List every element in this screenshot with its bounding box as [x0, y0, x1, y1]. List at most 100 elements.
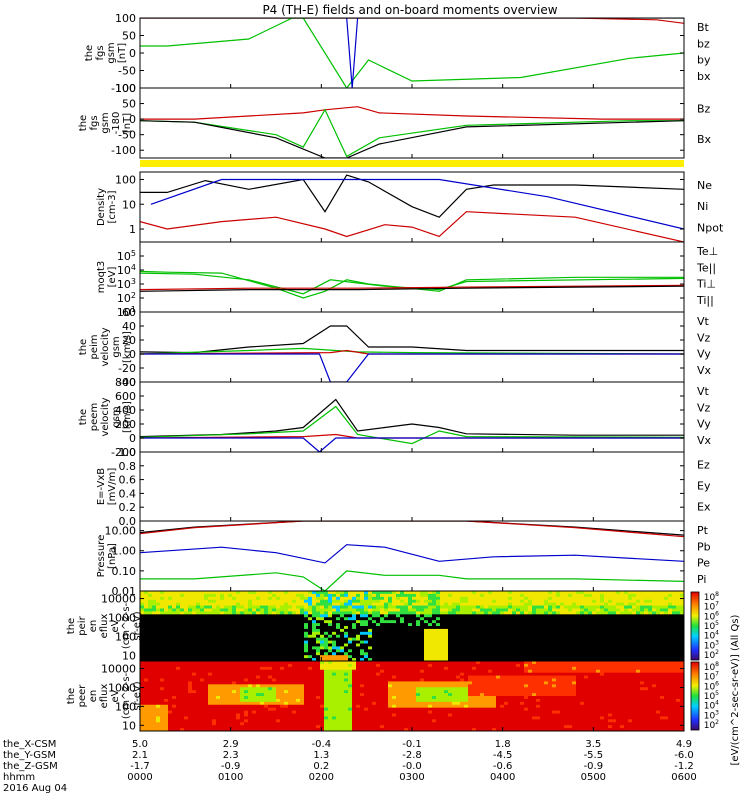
- x-row-value: -1.2: [674, 761, 694, 772]
- x-row-value: 0100: [218, 772, 243, 783]
- x-row-label: the_Y-GSM: [3, 750, 56, 761]
- y-axis-label: thefgsgsm[nT]: [84, 42, 128, 63]
- legend-Ti||: Ti||: [696, 294, 714, 307]
- legend-Ni: Ni: [697, 200, 708, 213]
- data-availability-bar: [140, 160, 684, 167]
- series-group: [140, 325, 684, 382]
- colorbar-tick-label: 103: [704, 709, 719, 721]
- y-axis-label-line: E=-VxB: [96, 468, 107, 505]
- y-axis-label-line: moqt3: [96, 261, 107, 294]
- colorbar-tick-label: 103: [704, 639, 719, 651]
- legend-Vy: Vy: [697, 348, 711, 361]
- heatmap-cells: [140, 661, 684, 731]
- y-tick-label: -20: [118, 362, 136, 375]
- x-axis-labels: the_X-CSM 5.0 2.9 -0.4 -0.1 1.8 3.5 4.9 the_Y-GS…: [3, 739, 697, 794]
- legend-Ey: Ey: [697, 480, 711, 493]
- series-line-Bx: [140, 108, 684, 158]
- y-axis-label-line: [km/s]: [122, 401, 133, 433]
- y-tick-label: -50: [118, 129, 136, 142]
- y-tick-label: 600: [115, 390, 136, 403]
- y-axis-label: thepeerenefluxeV(cm^2-s-sr-eV): [66, 672, 143, 719]
- legend-Bz: Bz: [697, 102, 711, 115]
- series-line-Vy: [140, 347, 684, 355]
- series-line-Ni: [140, 174, 684, 218]
- y-tick-label: 1.0: [119, 446, 137, 459]
- y-tick-label: 0: [129, 113, 136, 126]
- series-line-bx: [346, 18, 359, 88]
- y-tick-label: 800: [115, 376, 136, 389]
- y-axis-label-line: [cm-3]: [107, 190, 118, 223]
- y-tick-label: 0.01: [112, 585, 137, 598]
- x-row-value: 3.5: [585, 739, 601, 750]
- series-line-Pe: [140, 570, 684, 591]
- y-tick-label: 10: [122, 719, 136, 732]
- y-tick-label: 0: [129, 348, 136, 361]
- y-tick-label: 10000: [101, 593, 136, 606]
- y-tick-label: 103: [117, 277, 136, 291]
- x-row-value: -0.6: [493, 761, 513, 772]
- y-axis-label-line: the: [78, 409, 89, 425]
- y-axis-label: thepeemvelocitygsm[km/s]: [78, 397, 133, 436]
- y-tick-label: 10000: [101, 663, 136, 676]
- legend-Pb: Pb: [697, 540, 711, 553]
- x-row-value: -0.0: [402, 761, 422, 772]
- colorbar-tick-label: 102: [704, 719, 719, 731]
- y-tick-label: 104: [117, 263, 136, 277]
- colorbar-tick-label: 104: [704, 700, 719, 712]
- y-axis-label-line: (cm^2-s-: [121, 602, 132, 649]
- y-tick-label: 100: [115, 82, 136, 95]
- y-axis-label-line: [nPa]: [107, 543, 118, 569]
- y-axis-label-line: Density: [96, 188, 107, 226]
- y-axis-label-line: Pressure: [96, 535, 107, 578]
- panel-frame: [139, 381, 685, 453]
- y-axis-label-line: fgs: [95, 45, 106, 60]
- y-tick-label: 1: [129, 223, 136, 236]
- legend-Vz: Vz: [697, 331, 711, 344]
- series-line-Npot: [150, 178, 684, 230]
- y-tick-label: 1000: [108, 611, 136, 624]
- series-line-Pb: [140, 521, 684, 538]
- panel-1: 100 50 0 -50 -100 thefgsgsm[nT] Bt bz by bx: [84, 12, 711, 95]
- y-axis-label-line: eV: [110, 619, 121, 632]
- series-line-Vy: [140, 405, 684, 445]
- x-row-value: 5.0: [132, 739, 148, 750]
- colorbar-tick-label: 106: [704, 680, 719, 692]
- y-axis-label-line: peim: [89, 334, 100, 359]
- x-row-value: 1.3: [313, 750, 329, 761]
- y-tick-label: 0.10: [112, 565, 137, 578]
- x-row-label: the_X-CSM: [3, 739, 56, 750]
- legend-Ti⊥: Ti⊥: [696, 278, 716, 291]
- x-row-value: 2.3: [223, 750, 239, 761]
- legend-Bx: Bx: [697, 133, 712, 146]
- legend-Bt: Bt: [697, 21, 710, 34]
- x-row-value: 2.1: [132, 750, 148, 761]
- series-line-Vt: [140, 325, 684, 354]
- panel-9: 10000100010010thepeirenefluxeV(cm^2-s-sr…: [66, 590, 685, 662]
- y-tick-label: 0.4: [119, 487, 137, 500]
- heatmap-cells: [140, 591, 684, 661]
- y-tick-label: 400: [115, 404, 136, 417]
- legend-Pt: Pt: [697, 524, 709, 537]
- x-row-value: -6.0: [674, 750, 694, 761]
- x-row-value: -0.9: [221, 761, 241, 772]
- x-row-value: 0200: [309, 772, 334, 783]
- series-line-Ne: [140, 211, 684, 242]
- legend-Vt: Vt: [697, 315, 710, 328]
- y-axis-label-line: the: [84, 45, 95, 61]
- x-row-value: -2.8: [402, 750, 422, 761]
- y-axis-label-line: velocity: [100, 397, 111, 436]
- series-group: [140, 398, 684, 452]
- series-line-Te||: [140, 285, 684, 292]
- y-axis-label-line: [km/s]: [122, 331, 133, 363]
- series-line-bz: [140, 18, 684, 24]
- y-tick-label: 0.6: [119, 474, 137, 487]
- legend-by: by: [697, 54, 711, 67]
- series-group: [140, 174, 684, 242]
- y-axis-label-line: peir: [77, 615, 88, 635]
- y-axis-label-line: gsm: [111, 336, 122, 357]
- x-row-value: 0400: [490, 772, 515, 783]
- y-tick-label: 100: [115, 173, 136, 186]
